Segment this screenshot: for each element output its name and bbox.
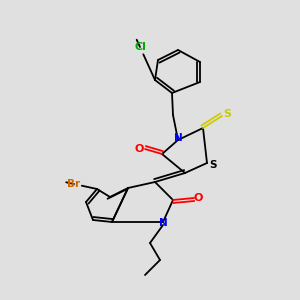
Text: N: N (174, 133, 182, 143)
Text: N: N (159, 218, 167, 228)
Text: O: O (134, 144, 144, 154)
Text: Cl: Cl (134, 42, 146, 52)
Text: Br: Br (68, 179, 81, 189)
Text: S: S (223, 109, 231, 119)
Text: O: O (193, 193, 203, 203)
Text: S: S (209, 160, 217, 170)
